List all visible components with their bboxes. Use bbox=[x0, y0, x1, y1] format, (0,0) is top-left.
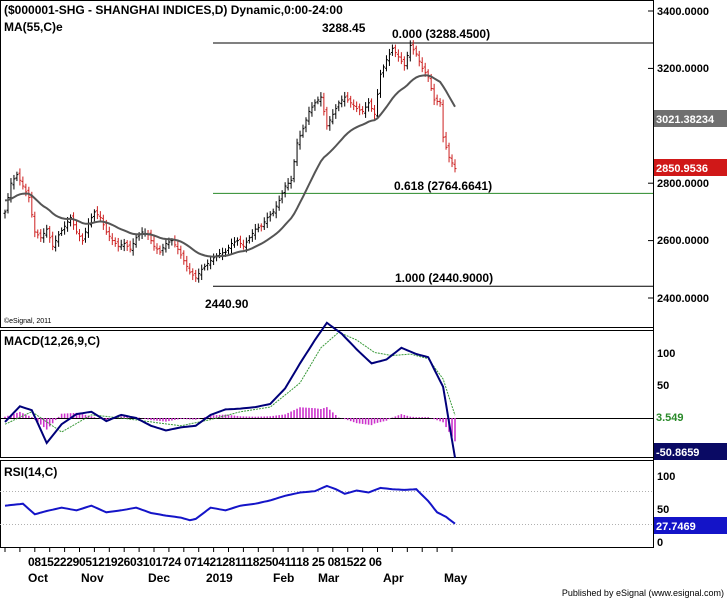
ma-line bbox=[4, 74, 456, 258]
rsi-y-tick-0: 0 bbox=[657, 537, 663, 549]
macd-value-text: -50.8659 bbox=[656, 447, 699, 459]
y-tick-label-2800: 2800.0000 bbox=[657, 178, 709, 190]
low-annotation: 2440.90 bbox=[205, 297, 249, 311]
footer-text: Published by eSignal (www.esignal.com) bbox=[562, 588, 724, 598]
x-month-dec: Dec bbox=[148, 571, 170, 585]
price-grid bbox=[648, 10, 653, 299]
x-axis-ticks bbox=[4, 548, 453, 552]
fibonacci-levels bbox=[213, 42, 653, 287]
ma-legend: MA(55,C)e bbox=[4, 20, 63, 34]
panel-frames bbox=[0, 0, 654, 548]
x-day-labels: 081522290512192603101724 071421281118250… bbox=[28, 555, 382, 569]
rsi-y-tick-100: 100 bbox=[657, 471, 675, 483]
y-tick-label-3200: 3200.0000 bbox=[657, 63, 709, 75]
rsi-value-tag: 27.7469 bbox=[654, 517, 727, 534]
rsi-label: RSI(14,C) bbox=[4, 465, 57, 479]
last-price-text: 2850.9536 bbox=[656, 163, 708, 175]
y-tick-label-3400: 3400.0000 bbox=[657, 6, 709, 18]
macd-histogram bbox=[4, 407, 456, 442]
macd-signal-line bbox=[4, 331, 456, 433]
fib-618-label: 0.618 (2764.6641) bbox=[394, 179, 492, 193]
rsi-y-tick-50: 50 bbox=[657, 504, 669, 516]
y-tick-label-2600: 2600.0000 bbox=[657, 235, 709, 247]
macd-y-tick-50: 50 bbox=[657, 380, 669, 392]
x-month-2019: 2019 bbox=[206, 571, 233, 585]
x-month-oct: Oct bbox=[28, 571, 48, 585]
macd-signal-text: 3.549 bbox=[656, 412, 684, 424]
ma-value-tag: 3021.38234 bbox=[654, 110, 727, 127]
footer-bar bbox=[0, 586, 727, 600]
chart-title: ($000001-SHG - SHANGHAI INDICES,D) Dynam… bbox=[4, 3, 343, 17]
high-annotation: 3288.45 bbox=[322, 21, 366, 35]
x-month-mar: Mar bbox=[318, 571, 340, 585]
copyright-notice: ©eSignal, 2011 bbox=[4, 317, 52, 325]
fib-0-label: 0.000 (3288.4500) bbox=[392, 27, 490, 41]
macd-line bbox=[4, 321, 456, 458]
rsi-value-text: 27.7469 bbox=[656, 521, 696, 533]
macd-label: MACD(12,26,9,C) bbox=[4, 334, 100, 348]
x-month-feb: Feb bbox=[273, 571, 294, 585]
fib-100-label: 1.000 (2440.9000) bbox=[395, 271, 493, 285]
macd-y-tick-100: 100 bbox=[657, 348, 675, 360]
x-month-may: May bbox=[444, 571, 468, 585]
price-candles[interactable] bbox=[3, 40, 457, 283]
y-tick-label-2400: 2400.0000 bbox=[657, 293, 709, 305]
x-month-apr: Apr bbox=[383, 571, 404, 585]
rsi-line bbox=[4, 484, 456, 525]
ma-value-text: 3021.38234 bbox=[656, 114, 715, 126]
x-month-nov: Nov bbox=[81, 571, 104, 585]
last-price-tag: 2850.9536 bbox=[654, 159, 727, 176]
macd-value-tag: -50.8659 bbox=[654, 443, 727, 460]
macd-signal-tag: 3.549 bbox=[654, 408, 727, 425]
